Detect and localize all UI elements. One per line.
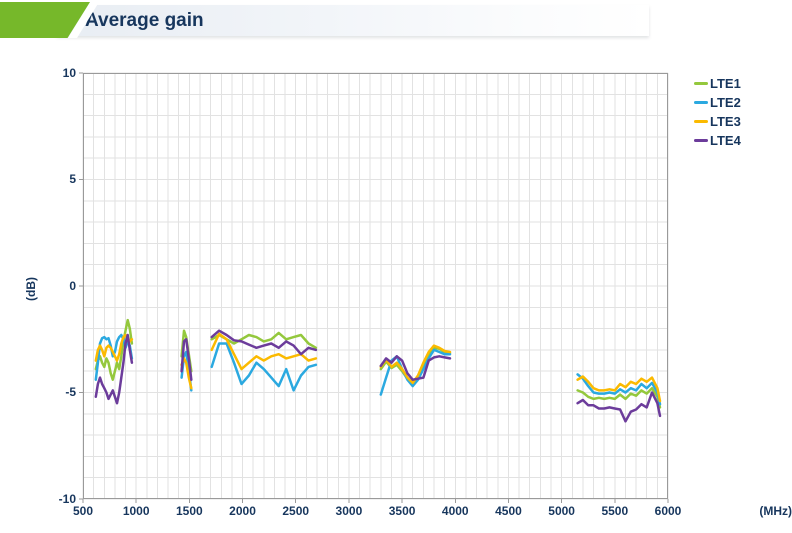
series-segment-LTE4 — [210, 329, 318, 356]
gridlines — [82, 72, 669, 500]
x-tick-label: 4000 — [441, 504, 469, 518]
y-tick-label: -5 — [65, 385, 76, 399]
x-tick-label: 2000 — [229, 504, 256, 518]
series-segment-LTE1 — [210, 331, 318, 350]
y-tick-label: -10 — [58, 491, 76, 506]
legend-swatch-icon — [694, 100, 708, 105]
x-axis-title: (MHz) — [759, 504, 792, 518]
series-LTE1 — [94, 318, 662, 409]
x-tick-label: 6000 — [654, 504, 682, 518]
series-segment-LTE4 — [576, 391, 662, 423]
legend-item-lte2: LTE2 — [694, 96, 741, 109]
legend-swatch-icon — [694, 138, 708, 143]
y-tick-label: 5 — [69, 172, 76, 186]
page-title: Average gain — [85, 10, 204, 31]
x-tick-label: 1000 — [122, 504, 150, 518]
plot-border — [83, 73, 668, 499]
series-segment-LTE3 — [576, 375, 662, 403]
x-tick-label: 1500 — [176, 504, 203, 518]
legend-swatch-icon — [694, 81, 708, 86]
y-axis-title: (dB) — [24, 277, 38, 301]
y-tick-label: 0 — [69, 278, 76, 293]
legend-label: LTE1 — [710, 76, 741, 91]
series-segment-LTE3 — [210, 332, 318, 371]
series-segment-LTE2 — [210, 342, 318, 392]
x-tick-label: 2500 — [282, 504, 310, 518]
series-LTE2 — [94, 333, 662, 406]
chart-plot-svg — [79, 72, 669, 503]
x-tick-label: 500 — [72, 504, 94, 518]
header-bar — [57, 5, 649, 36]
x-tick-label: 5000 — [548, 504, 575, 518]
legend-item-lte3: LTE3 — [694, 115, 741, 128]
x-tick-label: 3000 — [335, 504, 363, 518]
legend-label: LTE3 — [710, 114, 741, 129]
axis-tick-marks — [79, 72, 669, 503]
x-tick-label: 5500 — [601, 504, 629, 518]
x-tick-label: 4500 — [495, 504, 522, 518]
legend-item-lte4: LTE4 — [694, 134, 741, 147]
series-segment-LTE1 — [576, 386, 662, 409]
series-segment-LTE1 — [94, 318, 134, 381]
legend-item-lte1: LTE1 — [694, 77, 741, 90]
series-LTE3 — [94, 332, 662, 403]
series-segment-LTE4 — [379, 355, 452, 381]
series-segment-LTE3 — [94, 333, 134, 362]
legend-label: LTE4 — [710, 133, 741, 148]
x-tick-label: 3500 — [388, 504, 416, 518]
series-segment-LTE4 — [180, 338, 193, 381]
chart-legend: LTE1 LTE2 LTE3 LTE4 — [694, 77, 741, 153]
series-segment-LTE4 — [94, 333, 134, 405]
y-tick-label: 10 — [62, 65, 76, 80]
series-segment-LTE2 — [576, 373, 662, 406]
legend-swatch-icon — [694, 119, 708, 124]
legend-label: LTE2 — [710, 95, 741, 110]
series-LTE4 — [94, 329, 662, 423]
